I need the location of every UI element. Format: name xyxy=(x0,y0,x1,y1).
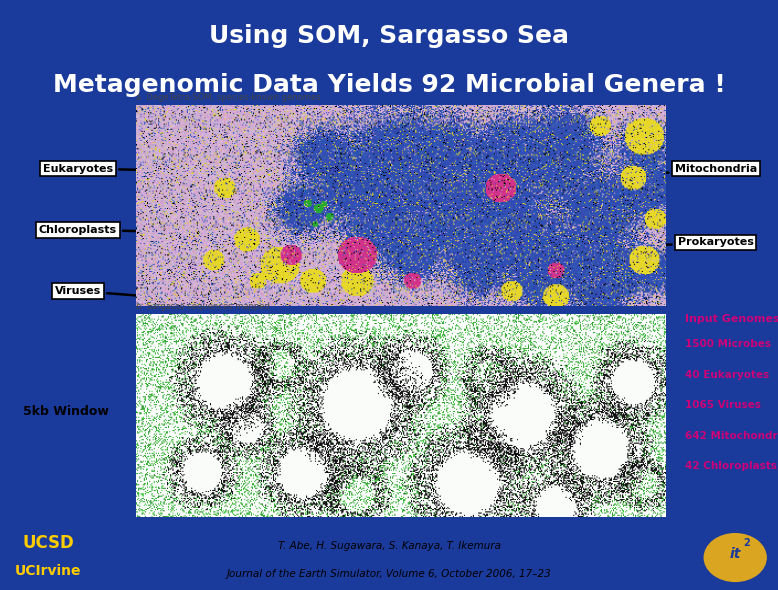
Text: a  DegeTetra-SOM, species-known genomes: a DegeTetra-SOM, species-known genomes xyxy=(136,93,321,102)
Text: Prokaryotes: Prokaryotes xyxy=(620,237,754,249)
Text: 42 Chloroplasts: 42 Chloroplasts xyxy=(685,461,776,471)
Text: 2: 2 xyxy=(744,538,750,548)
Text: Input Genomes:: Input Genomes: xyxy=(685,314,778,324)
Text: 642 Mitochondria: 642 Mitochondria xyxy=(685,431,778,441)
Text: Eukaryotes: Eukaryotes xyxy=(43,163,294,175)
Text: Metagenomic Data Yields 92 Microbial Genera !: Metagenomic Data Yields 92 Microbial Gen… xyxy=(53,73,725,97)
Text: Mitochondria: Mitochondria xyxy=(597,163,757,181)
FancyBboxPatch shape xyxy=(4,530,93,585)
Text: Using SOM, Sargasso Sea: Using SOM, Sargasso Sea xyxy=(209,24,569,48)
Text: Viruses: Viruses xyxy=(54,286,177,300)
Ellipse shape xyxy=(702,532,768,584)
Text: UCSD: UCSD xyxy=(23,535,74,552)
Text: Chloroplasts: Chloroplasts xyxy=(39,225,212,235)
Text: 1065 Viruses: 1065 Viruses xyxy=(685,400,761,410)
Text: 40 Eukaryotes: 40 Eukaryotes xyxy=(685,370,769,380)
Text: T. Abe, H. Sugawara, S. Kanaya, T. Ikemura: T. Abe, H. Sugawara, S. Kanaya, T. Ikemu… xyxy=(278,541,500,551)
Text: it: it xyxy=(730,548,741,561)
Text: UCIrvine: UCIrvine xyxy=(15,563,82,578)
Text: b  Sargasso sequences mapped: b Sargasso sequences mapped xyxy=(136,302,270,311)
Text: Journal of the Earth Simulator, Volume 6, October 2006, 17–23: Journal of the Earth Simulator, Volume 6… xyxy=(226,569,552,579)
Text: 5kb Window: 5kb Window xyxy=(23,405,109,418)
Text: 1500 Microbes: 1500 Microbes xyxy=(685,339,771,349)
